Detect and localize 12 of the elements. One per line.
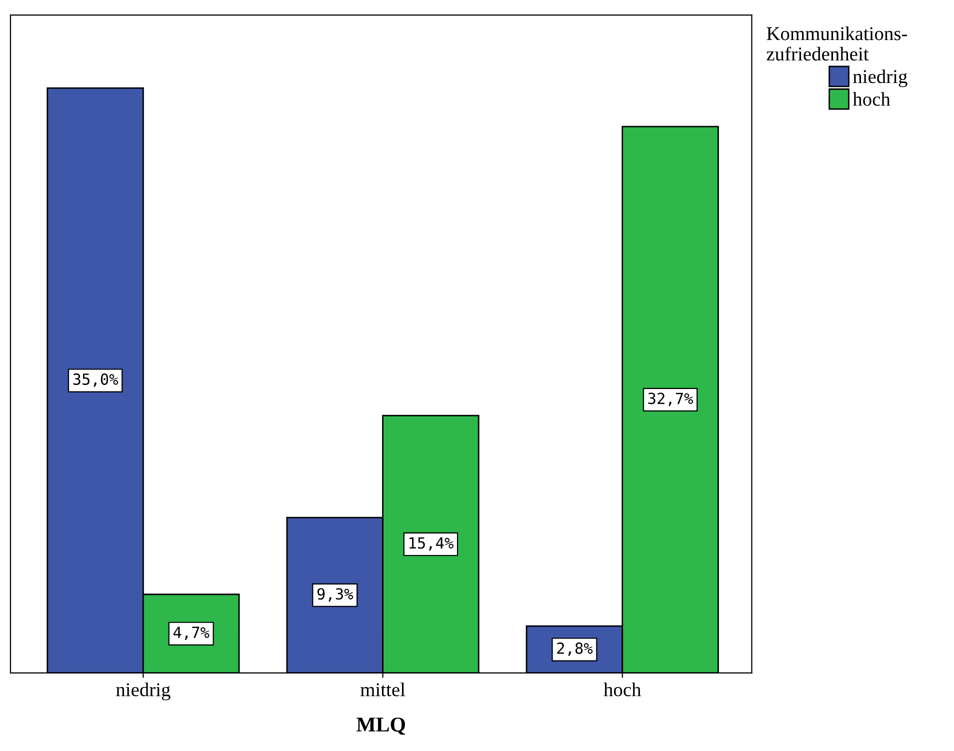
data-label: 15,4%: [410, 537, 454, 551]
legend-label: niedrig: [853, 70, 908, 88]
data-label: 9,3%: [317, 588, 354, 602]
legend-label: hoch: [852, 92, 890, 106]
data-label: 4,7%: [174, 626, 210, 640]
data-label: 35,0%: [73, 373, 118, 387]
data-label: 2,8%: [557, 642, 593, 656]
x-tick-label: hoch: [604, 682, 642, 696]
x-tick-label: niedrig: [116, 682, 170, 700]
x-tick-label: mittel: [360, 682, 406, 696]
data-label: 32,7%: [648, 392, 694, 406]
x-axis-title: MLQ: [356, 718, 406, 735]
